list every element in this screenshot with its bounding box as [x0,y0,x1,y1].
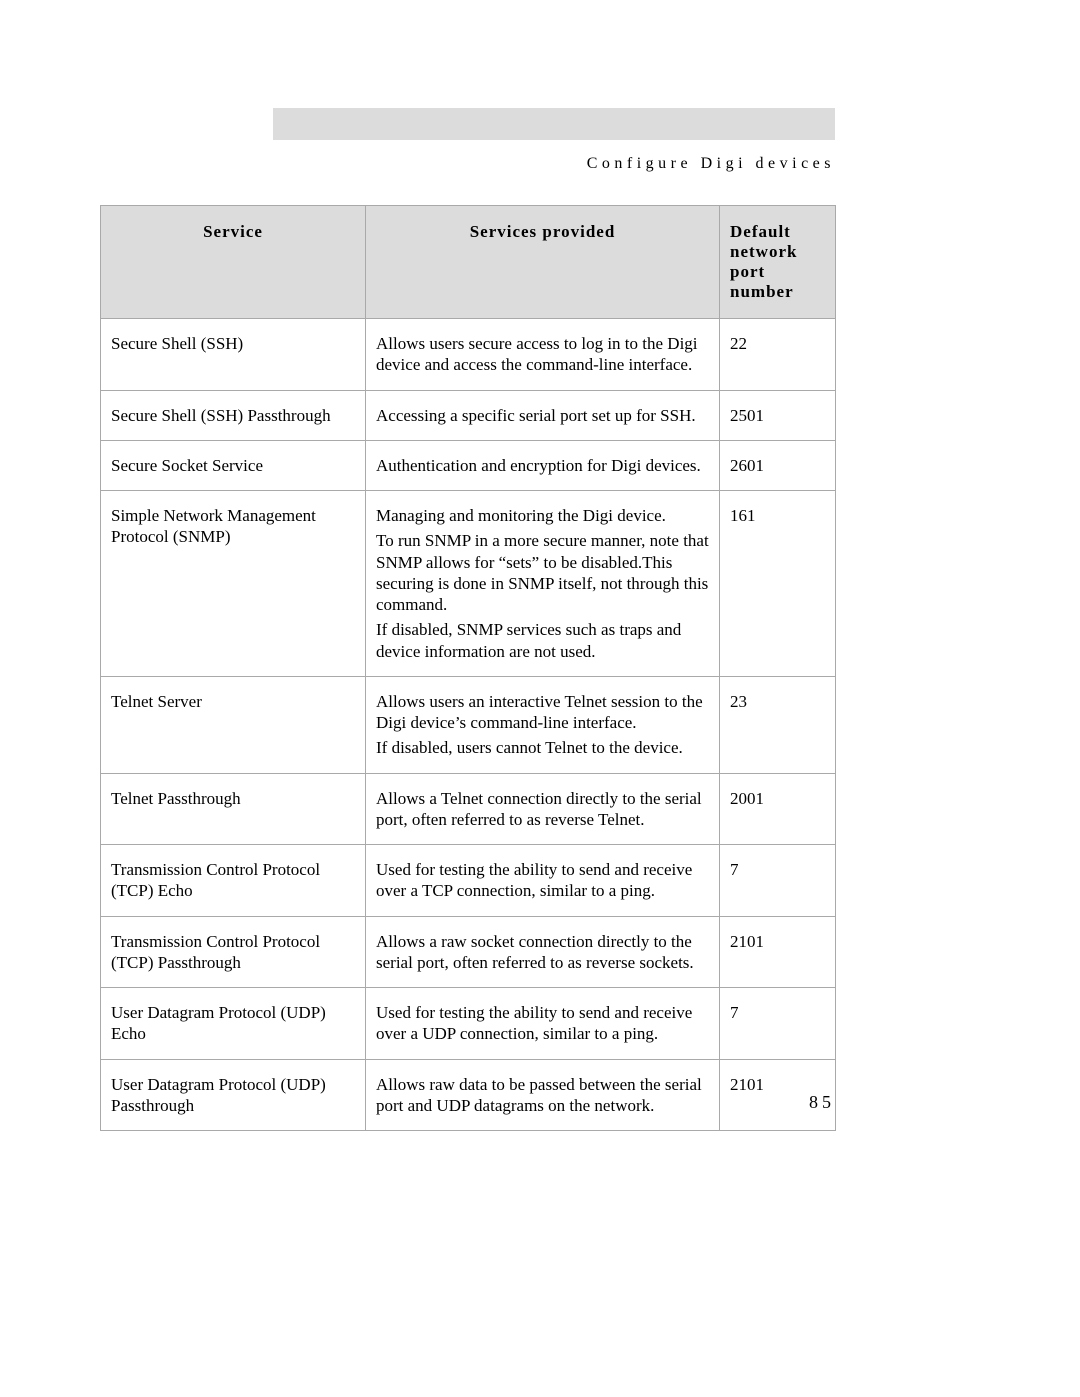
cell-provided-paragraph: If disabled, SNMP services such as traps… [376,619,709,662]
services-table: Service Services provided Default networ… [100,205,836,1131]
table-row: Transmission Control Protocol (TCP) Echo… [101,845,836,917]
cell-service: User Datagram Protocol (UDP) Echo [101,988,366,1060]
cell-provided: Authentication and encryption for Digi d… [366,440,720,490]
cell-provided: Used for testing the ability to send and… [366,988,720,1060]
cell-provided-paragraph: Managing and monitoring the Digi device. [376,505,709,526]
cell-service: Transmission Control Protocol (TCP) Pass… [101,916,366,988]
col-header-port: Default network port number [720,206,836,319]
table-row: Secure Shell (SSH) Passthrough Accessing … [101,390,836,440]
cell-service: Secure Socket Service [101,440,366,490]
cell-provided-paragraph: To run SNMP in a more secure manner, not… [376,530,709,615]
table-row: Telnet PassthroughAllows a Telnet connec… [101,773,836,845]
table-row: Secure Socket Service Authentication and … [101,440,836,490]
services-table-body: Secure Shell (SSH)Allows users secure ac… [101,319,836,1131]
table-row: Simple Network Management Protocol (SNMP… [101,491,836,677]
cell-provided: Allows a raw socket connection directly … [366,916,720,988]
header-gray-bar [273,108,835,140]
cell-port: 7 [720,845,836,917]
cell-port: 2601 [720,440,836,490]
services-table-wrap: Service Services provided Default networ… [100,205,835,1131]
cell-port: 7 [720,988,836,1060]
cell-service: Simple Network Management Protocol (SNMP… [101,491,366,677]
cell-service: Telnet Server [101,676,366,773]
cell-provided-paragraph: Used for testing the ability to send and… [376,1002,709,1045]
cell-provided: Managing and monitoring the Digi device.… [366,491,720,677]
cell-provided-paragraph: Accessing a specific serial port set up … [376,405,709,426]
col-header-service: Service [101,206,366,319]
cell-provided: Allows a Telnet connection directly to t… [366,773,720,845]
cell-port: 23 [720,676,836,773]
cell-port: 2101 [720,916,836,988]
cell-port: 22 [720,319,836,391]
col-header-provided: Services provided [366,206,720,319]
table-row: Secure Shell (SSH)Allows users secure ac… [101,319,836,391]
cell-provided-paragraph: Allows users secure access to log in to … [376,333,709,376]
cell-port: 161 [720,491,836,677]
cell-service: Transmission Control Protocol (TCP) Echo [101,845,366,917]
cell-service: Telnet Passthrough [101,773,366,845]
cell-provided-paragraph: Allows a Telnet connection directly to t… [376,788,709,831]
cell-provided-paragraph: If disabled, users cannot Telnet to the … [376,737,709,758]
cell-provided-paragraph: Authentication and encryption for Digi d… [376,455,709,476]
table-row: Transmission Control Protocol (TCP) Pass… [101,916,836,988]
cell-provided: Allows users secure access to log in to … [366,319,720,391]
table-row: Telnet ServerAllows users an interactive… [101,676,836,773]
cell-provided: Allows users an interactive Telnet sessi… [366,676,720,773]
cell-service: Secure Shell (SSH) Passthrough [101,390,366,440]
cell-service: Secure Shell (SSH) [101,319,366,391]
table-header-row: Service Services provided Default networ… [101,206,836,319]
page-number: 85 [100,1092,835,1113]
cell-provided-paragraph: Allows users an interactive Telnet sessi… [376,691,709,734]
cell-provided: Used for testing the ability to send and… [366,845,720,917]
cell-port: 2001 [720,773,836,845]
cell-provided-paragraph: Allows a raw socket connection directly … [376,931,709,974]
cell-provided-paragraph: Used for testing the ability to send and… [376,859,709,902]
cell-provided: Accessing a specific serial port set up … [366,390,720,440]
page: Configure Digi devices Service Services … [0,0,1080,1397]
services-table-head: Service Services provided Default networ… [101,206,836,319]
table-row: User Datagram Protocol (UDP) EchoUsed fo… [101,988,836,1060]
cell-port: 2501 [720,390,836,440]
section-title: Configure Digi devices [100,155,835,173]
